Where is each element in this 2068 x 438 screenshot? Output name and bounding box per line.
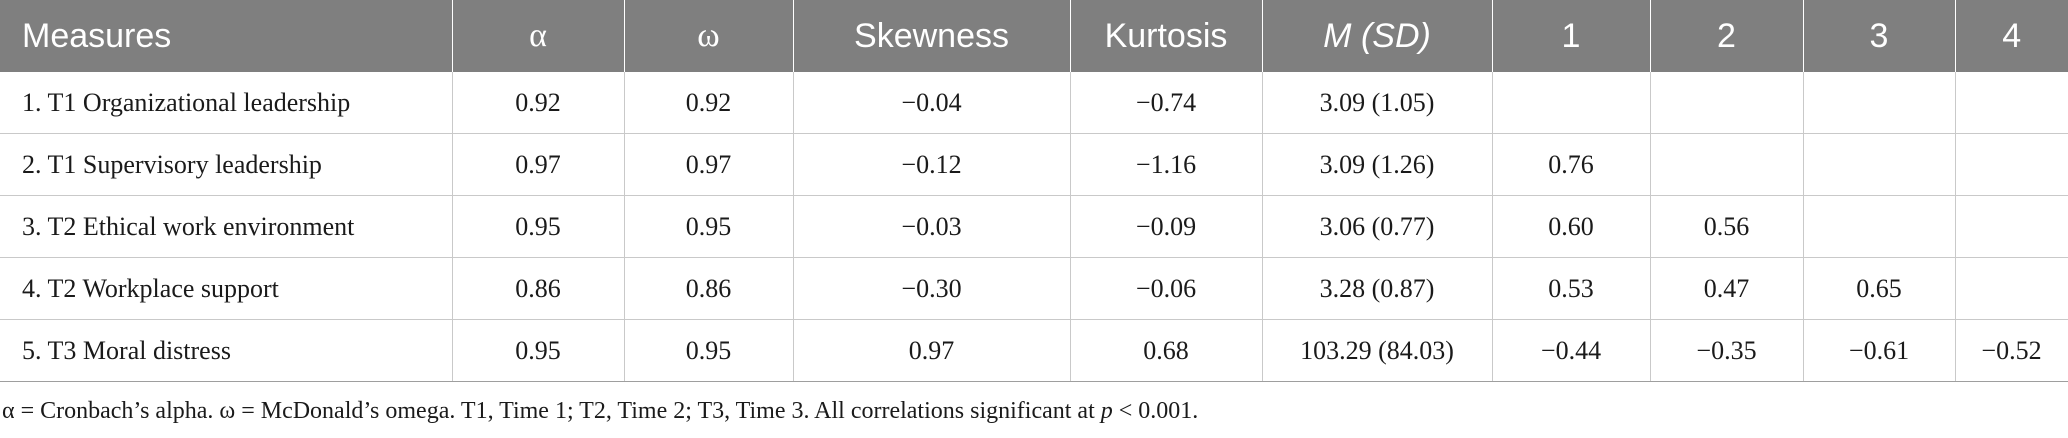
cell-omega: 0.86: [623, 257, 793, 320]
table-footnote: α = Cronbach’s alpha. ω = McDonald’s ome…: [2, 398, 1198, 425]
cell-mean-sd: 103.29 (84.03): [1261, 319, 1492, 382]
cell-skewness: −0.04: [792, 72, 1070, 134]
cell-kurtosis: 0.68: [1069, 319, 1262, 382]
cell-omega: 0.97: [623, 133, 793, 196]
footnote-p-symbol: p: [1100, 398, 1113, 424]
cell-alpha: 0.95: [451, 195, 624, 258]
cell-corr-4: [1954, 195, 2068, 258]
cell-corr-4: [1954, 133, 2068, 196]
cell-mean-sd: 3.06 (0.77): [1261, 195, 1492, 258]
header-mean-sd: M (SD): [1261, 0, 1492, 72]
table-row: 2. T1 Supervisory leadership 0.97 0.97 −…: [0, 133, 2068, 196]
header-alpha: α: [451, 0, 624, 72]
cell-corr-4: −0.52: [1954, 319, 2068, 382]
cell-mean-sd: 3.09 (1.05): [1261, 72, 1492, 134]
header-skewness: Skewness: [792, 0, 1070, 72]
cell-skewness: −0.12: [792, 133, 1070, 196]
header-row: Measures α ω Skewness Kurtosis M (SD) 1 …: [0, 0, 2068, 72]
row-measure: 2. T1 Supervisory leadership: [0, 133, 452, 196]
cell-corr-4: [1954, 257, 2068, 320]
cell-corr-1: 0.53: [1491, 257, 1650, 320]
footnote-threshold: < 0.001.: [1112, 398, 1199, 424]
table-row: 4. T2 Workplace support 0.86 0.86 −0.30 …: [0, 257, 2068, 320]
cell-omega: 0.95: [623, 319, 793, 382]
cell-mean-sd: 3.28 (0.87): [1261, 257, 1492, 320]
cell-corr-2: 0.47: [1649, 257, 1803, 320]
cell-omega: 0.92: [623, 72, 793, 134]
correlation-table-container: Measures α ω Skewness Kurtosis M (SD) 1 …: [0, 0, 2068, 382]
header-omega: ω: [623, 0, 793, 72]
header-kurtosis: Kurtosis: [1069, 0, 1262, 72]
cell-kurtosis: −0.74: [1069, 72, 1262, 134]
cell-skewness: 0.97: [792, 319, 1070, 382]
cell-corr-1: [1491, 72, 1650, 134]
cell-corr-4: [1954, 72, 2068, 134]
header-measures: Measures: [0, 0, 452, 72]
cell-alpha: 0.92: [451, 72, 624, 134]
cell-kurtosis: −1.16: [1069, 133, 1262, 196]
header-col-2: 2: [1649, 0, 1803, 72]
cell-mean-sd: 3.09 (1.26): [1261, 133, 1492, 196]
row-measure: 5. T3 Moral distress: [0, 319, 452, 382]
cell-alpha: 0.95: [451, 319, 624, 382]
cell-corr-1: −0.44: [1491, 319, 1650, 382]
header-col-4: 4: [1954, 0, 2068, 72]
cell-alpha: 0.97: [451, 133, 624, 196]
cell-corr-2: [1649, 133, 1803, 196]
header-col-3: 3: [1802, 0, 1955, 72]
cell-corr-3: [1802, 133, 1955, 196]
cell-corr-2: 0.56: [1649, 195, 1803, 258]
header-col-1: 1: [1491, 0, 1650, 72]
cell-corr-3: [1802, 195, 1955, 258]
cell-alpha: 0.86: [451, 257, 624, 320]
cell-kurtosis: −0.06: [1069, 257, 1262, 320]
row-measure: 1. T1 Organizational leadership: [0, 72, 452, 134]
cell-kurtosis: −0.09: [1069, 195, 1262, 258]
table-row: 3. T2 Ethical work environment 0.95 0.95…: [0, 195, 2068, 258]
cell-skewness: −0.30: [792, 257, 1070, 320]
cell-corr-3: −0.61: [1802, 319, 1955, 382]
correlation-table: Measures α ω Skewness Kurtosis M (SD) 1 …: [0, 0, 2068, 382]
cell-corr-3: [1802, 72, 1955, 134]
cell-corr-3: 0.65: [1802, 257, 1955, 320]
footnote-text: α = Cronbach’s alpha. ω = McDonald’s ome…: [2, 398, 1101, 424]
cell-skewness: −0.03: [792, 195, 1070, 258]
cell-corr-1: 0.60: [1491, 195, 1650, 258]
table-row: 5. T3 Moral distress 0.95 0.95 0.97 0.68…: [0, 319, 2068, 382]
cell-corr-2: −0.35: [1649, 319, 1803, 382]
row-measure: 3. T2 Ethical work environment: [0, 195, 452, 258]
table-row: 1. T1 Organizational leadership 0.92 0.9…: [0, 72, 2068, 134]
cell-omega: 0.95: [623, 195, 793, 258]
cell-corr-2: [1649, 72, 1803, 134]
row-measure: 4. T2 Workplace support: [0, 257, 452, 320]
cell-corr-1: 0.76: [1491, 133, 1650, 196]
